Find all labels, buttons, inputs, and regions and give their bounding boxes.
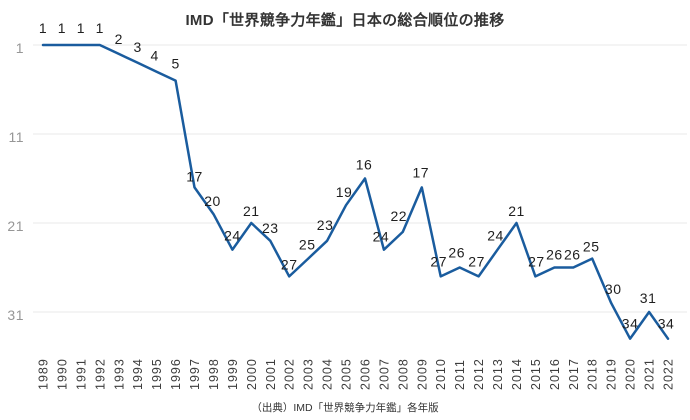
data-point-label: 27: [528, 253, 545, 269]
x-axis-year-label: 1992: [93, 358, 107, 390]
data-point-label: 25: [583, 239, 600, 255]
x-axis-year-label: 1997: [188, 358, 202, 390]
x-axis-year-label: 2006: [359, 358, 373, 390]
x-axis-year-label: 2000: [245, 358, 259, 390]
data-point-label: 26: [546, 247, 563, 263]
data-point-label: 24: [224, 228, 241, 244]
x-axis-year-label: 1991: [74, 358, 88, 390]
data-point-label: 21: [508, 203, 525, 219]
x-axis-year-label: 1993: [112, 358, 126, 390]
x-axis-year-label: 1989: [37, 358, 51, 390]
data-point-label: 1: [58, 20, 66, 36]
x-axis-year-label: 2011: [453, 359, 467, 390]
data-point-label: 17: [413, 164, 430, 180]
data-point-label: 1: [39, 20, 47, 36]
data-point-label: 21: [243, 203, 260, 219]
x-axis-year-label: 2007: [377, 358, 391, 390]
data-point-label: 34: [658, 316, 675, 332]
x-axis-year-label: 2005: [340, 358, 354, 390]
chart-title: IMD「世界競争力年鑑」日本の総合順位の推移: [185, 12, 505, 29]
data-point-label: 1: [77, 20, 85, 36]
data-point-label: 24: [487, 228, 504, 244]
data-point-label: 26: [448, 245, 465, 261]
ranking-line-series: [41, 43, 670, 340]
x-axis-year-label: 1995: [150, 358, 164, 390]
data-point-label: 1: [96, 20, 104, 36]
y-axis-tick-label: 21: [7, 218, 24, 234]
x-axis-year-label: 2016: [548, 358, 562, 390]
y-axis-tick-label: 31: [7, 307, 24, 323]
data-point-label: 2: [115, 31, 123, 47]
x-axis-year-label: 2001: [264, 358, 278, 390]
data-point-label: 25: [299, 237, 316, 253]
data-point-label: 17: [186, 168, 203, 184]
data-point-label: 5: [171, 56, 179, 72]
x-axis-year-label: 2010: [434, 358, 448, 390]
x-axis-year-label: 2022: [662, 358, 676, 390]
data-point-label: 3: [134, 39, 142, 55]
x-axis-year-label: 2017: [567, 358, 581, 390]
x-axis-year-label: 1999: [226, 358, 240, 390]
data-point-label: 26: [564, 247, 581, 263]
x-axis-year-label: 2015: [529, 358, 543, 390]
x-axis-year-label: 2021: [643, 358, 657, 390]
x-axis-year-label: 2004: [321, 358, 335, 390]
x-axis-year-label: 2019: [605, 358, 619, 390]
x-axis-year-label: 2018: [586, 358, 600, 390]
data-point-label: 4: [150, 48, 158, 64]
source-note: （出典）IMD「世界競争力年鑑」各年版: [251, 402, 439, 414]
data-point-label: 31: [640, 290, 657, 306]
x-axis-year-label: 2003: [302, 358, 316, 390]
data-point-label: 22: [391, 208, 408, 224]
data-point-label: 27: [430, 253, 447, 269]
x-axis-year-label: 2014: [510, 358, 524, 390]
data-point-label: 30: [605, 281, 622, 297]
x-axis-year-label: 1996: [169, 358, 183, 390]
x-axis-year-label: 1998: [207, 358, 221, 390]
x-axis-year-label: 2008: [396, 358, 410, 390]
x-axis-year-label: 2012: [472, 358, 486, 390]
x-axis-year-label: 2002: [283, 358, 297, 390]
y-axis-tick-label: 1: [16, 40, 24, 56]
data-point-label: 24: [373, 229, 390, 245]
data-point-label: 23: [317, 217, 334, 233]
data-point-label: 19: [336, 184, 353, 200]
x-axis-year-label: 1994: [131, 358, 145, 390]
data-point-label: 34: [622, 316, 639, 332]
x-axis-year-label: 2020: [624, 358, 638, 390]
data-point-label: 27: [468, 253, 485, 269]
x-axis-year-label: 2013: [491, 358, 505, 390]
x-axis-year-label: 1990: [55, 358, 69, 390]
y-axis-tick-label: 11: [8, 129, 24, 145]
x-axis-year-label: 2009: [415, 358, 429, 390]
data-point-label: 27: [281, 256, 298, 272]
data-point-label: 16: [356, 157, 373, 173]
data-point-label: 23: [262, 220, 279, 236]
data-point-label: 20: [204, 193, 221, 209]
